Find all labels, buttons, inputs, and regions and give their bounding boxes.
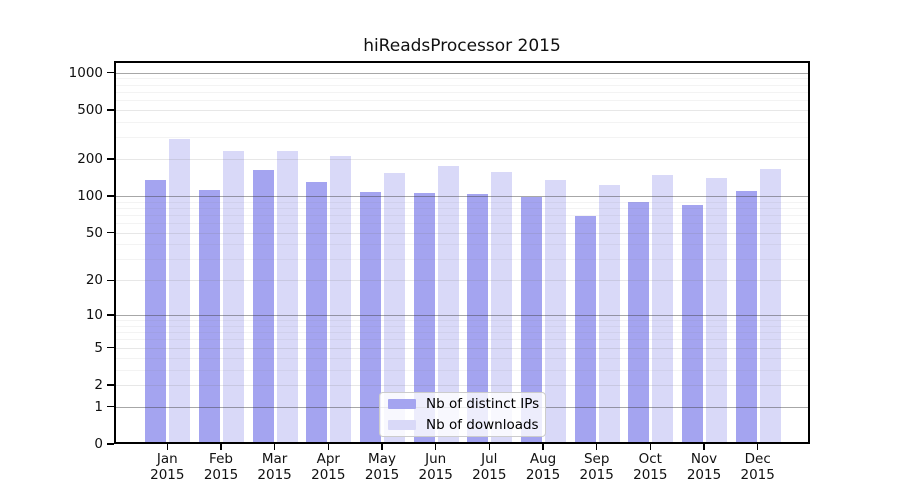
gridline-400 — [114, 121, 810, 123]
y-tick-label: 1 — [94, 398, 103, 415]
y-tick-mark — [107, 405, 114, 408]
x-tick-label: Sep 2015 — [579, 451, 614, 483]
y-tick-label: 500 — [77, 101, 103, 118]
bar-distinct-ips — [735, 190, 757, 444]
x-tick-mark — [220, 444, 222, 450]
x-tick-label: Aug 2015 — [525, 451, 561, 483]
bar-downloads — [652, 174, 674, 444]
bar-downloads — [169, 139, 191, 444]
bar-distinct-ips — [145, 179, 167, 444]
y-tick-mark — [107, 231, 114, 234]
y-tick-mark — [107, 384, 114, 386]
bar-downloads — [545, 180, 566, 444]
y-tick-mark — [107, 443, 114, 445]
gridline-700 — [114, 91, 810, 93]
y-tick-mark — [107, 314, 114, 316]
legend-label-distinct-ips: Nb of distinct IPs — [426, 396, 540, 412]
bar-distinct-ips — [252, 170, 274, 444]
bar-downloads — [330, 156, 352, 444]
y-tick-label: 200 — [77, 151, 103, 167]
legend-item-downloads: Nb of downloads — [380, 416, 545, 434]
y-tick-mark — [107, 279, 114, 282]
gridline-800 — [114, 84, 810, 86]
x-tick-mark — [595, 444, 598, 450]
bar-distinct-ips — [413, 192, 435, 444]
x-tick-label: May 2015 — [364, 451, 400, 483]
gridline-300 — [114, 137, 810, 139]
chart-title: hiReadsProcessor 2015 — [363, 36, 561, 56]
y-tick-mark — [107, 109, 114, 111]
x-tick-mark — [488, 444, 491, 450]
bar-downloads — [598, 184, 620, 444]
x-tick-label: Jun 2015 — [418, 451, 453, 483]
y-tick-mark — [107, 195, 114, 197]
x-tick-mark — [542, 444, 544, 450]
bar-downloads — [437, 165, 459, 444]
bar-distinct-ips — [521, 197, 542, 444]
bar-downloads — [759, 169, 781, 444]
x-tick-mark — [756, 444, 759, 450]
bar-downloads — [384, 173, 405, 444]
y-tick-label: 50 — [85, 224, 103, 241]
legend-swatch-downloads — [388, 420, 416, 430]
y-tick-label: 20 — [85, 272, 103, 289]
x-tick-label: Jan 2015 — [150, 451, 185, 483]
gridline-900 — [114, 78, 810, 80]
x-tick-mark — [703, 444, 705, 450]
bar-distinct-ips — [628, 201, 650, 444]
y-tick-label: 10 — [85, 307, 103, 324]
legend-label-downloads: Nb of downloads — [426, 417, 539, 433]
x-tick-label: Apr 2015 — [311, 451, 346, 483]
x-tick-label: Jul 2015 — [472, 451, 507, 483]
bar-distinct-ips — [360, 192, 381, 444]
gridline-600 — [114, 100, 810, 102]
bar-distinct-ips — [199, 189, 220, 444]
gridline-200 — [114, 159, 810, 160]
y-tick-mark — [107, 158, 114, 160]
y-tick-label: 100 — [77, 188, 103, 204]
legend-swatch-distinct-ips — [388, 399, 416, 409]
gridline-500 — [114, 109, 810, 111]
bar-distinct-ips — [682, 205, 703, 444]
y-tick-label: 1000 — [68, 64, 103, 81]
bar-downloads — [491, 172, 513, 444]
x-tick-mark — [327, 444, 330, 450]
legend-item-distinct-ips: Nb of distinct IPs — [380, 395, 545, 413]
y-tick-label: 0 — [94, 436, 103, 452]
bar-distinct-ips — [306, 182, 328, 444]
y-tick-mark — [107, 346, 114, 349]
legend: Nb of distinct IPs Nb of downloads — [379, 392, 546, 437]
bar-downloads — [706, 178, 727, 444]
x-tick-label: Mar 2015 — [257, 451, 292, 483]
plot-area — [114, 61, 810, 444]
x-tick-label: Oct 2015 — [633, 451, 668, 483]
bar-distinct-ips — [467, 194, 489, 444]
bar-downloads — [223, 151, 244, 444]
x-tick-mark — [273, 444, 276, 450]
y-tick-mark — [107, 71, 114, 74]
x-tick-mark — [434, 444, 437, 450]
x-tick-mark — [166, 444, 169, 450]
x-tick-mark — [649, 444, 652, 450]
y-tick-label: 5 — [94, 339, 103, 356]
y-tick-label: 2 — [94, 377, 103, 393]
bar-distinct-ips — [574, 215, 596, 444]
x-tick-label: Dec 2015 — [740, 451, 775, 483]
x-tick-label: Feb 2015 — [203, 451, 239, 483]
x-tick-mark — [381, 444, 383, 450]
gridline-1000 — [114, 72, 810, 74]
bar-downloads — [276, 151, 298, 444]
x-tick-label: Nov 2015 — [686, 451, 722, 483]
